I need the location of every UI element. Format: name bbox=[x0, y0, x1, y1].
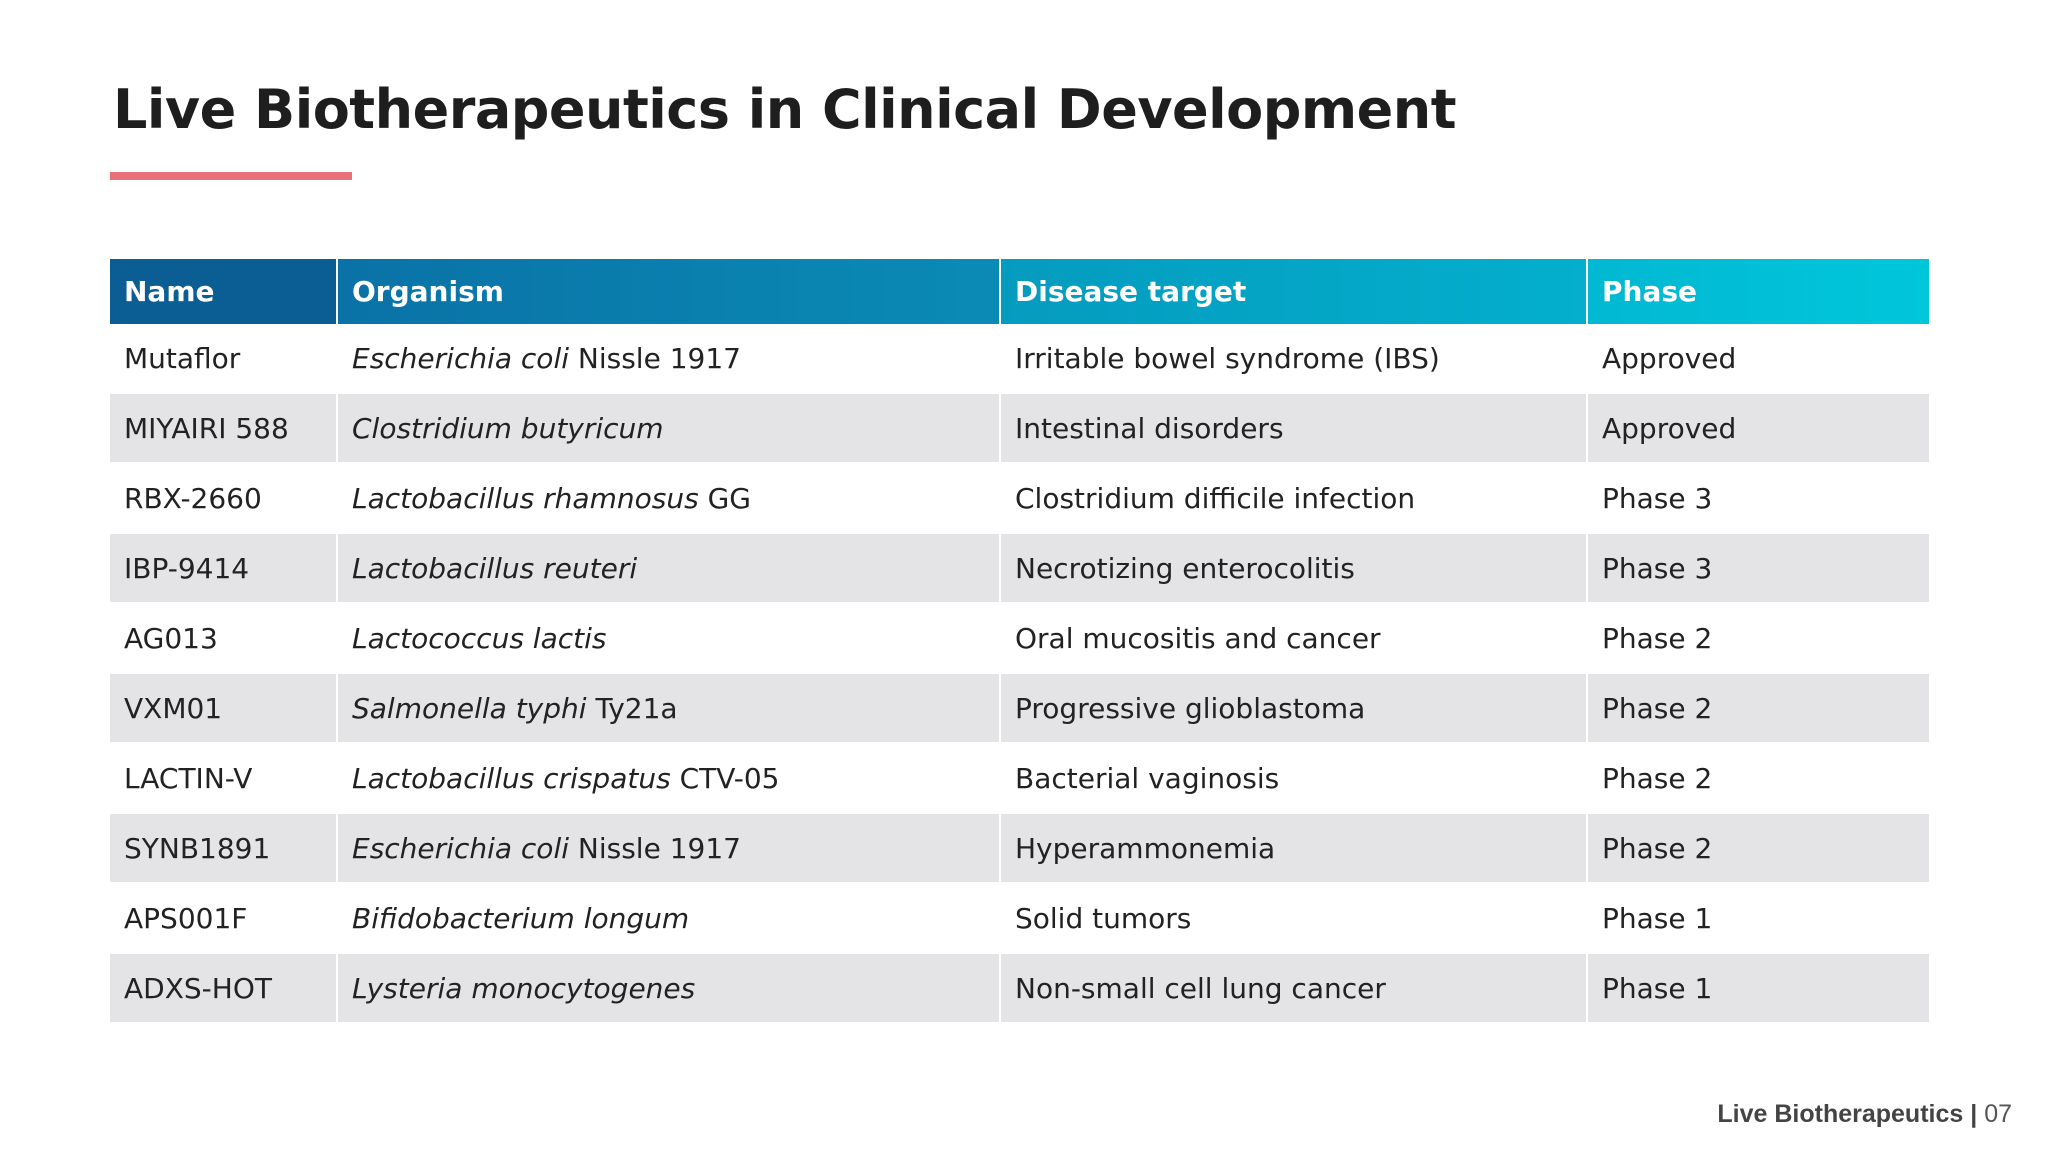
table-row: AG013 Lactococcus lactis Oral mucositis an… bbox=[110, 604, 1929, 672]
name-cell: LACTIN-V bbox=[124, 761, 253, 795]
header-row: Name Organism Disease target Phase bbox=[110, 259, 1929, 324]
organism-cell: Bifidobacterium longum bbox=[338, 884, 999, 952]
phase-cell: Approved bbox=[1602, 341, 1737, 375]
table-row: LACTIN-V Lactobacillus crispatus CTV-05 Ba… bbox=[110, 744, 1929, 812]
slide-title: Live Biotherapeutics in Clinical Develop… bbox=[113, 78, 1457, 141]
strain: CTV-05 bbox=[679, 761, 780, 795]
strain: GG bbox=[707, 481, 751, 515]
name-cell: AG013 bbox=[124, 621, 218, 655]
column-header: Disease target bbox=[1001, 259, 1586, 324]
strain: Nissle 1917 bbox=[577, 341, 741, 375]
organism-cell: Clostridium butyricum bbox=[338, 392, 999, 464]
name-cell: IBP-9414 bbox=[110, 532, 336, 604]
species: Escherichia coli bbox=[352, 341, 569, 375]
target-cell: Oral mucositis and cancer bbox=[1015, 621, 1381, 655]
phase-cell: Phase 2 bbox=[1588, 812, 1929, 884]
name-cell: ADXS-HOT bbox=[110, 952, 336, 1024]
column-header: Phase bbox=[1588, 259, 1929, 324]
species: Clostridium butyricum bbox=[352, 411, 664, 445]
organism-cell: Escherichia coli Nissle 1917 bbox=[338, 324, 999, 392]
organism-cell: Lactobacillus reuteri bbox=[338, 532, 999, 604]
phase-cell: Phase 3 bbox=[1588, 532, 1929, 604]
target-cell: Necrotizing enterocolitis bbox=[1001, 532, 1586, 604]
organism-cell: Salmonella typhi Ty21a bbox=[338, 672, 999, 744]
target-cell: Progressive glioblastoma bbox=[1001, 672, 1586, 744]
species: Salmonella typhi bbox=[352, 691, 587, 725]
name-cell: MIYAIRI 588 bbox=[110, 392, 336, 464]
column-header: Organism bbox=[338, 259, 999, 324]
strain: Nissle 1917 bbox=[577, 831, 741, 865]
phase-cell: Phase 2 bbox=[1588, 672, 1929, 744]
title-underline bbox=[110, 172, 352, 180]
name-cell: RBX-2660 bbox=[124, 481, 262, 515]
table-row: IBP-9414 Lactobacillus reuteri Necrotizing… bbox=[110, 532, 1929, 604]
name-cell: Mutaflor bbox=[124, 341, 241, 375]
species: Lactobacillus crispatus bbox=[352, 761, 671, 795]
target-cell: Intestinal disorders bbox=[1001, 392, 1586, 464]
table-row: SYNB1891 Escherichia coli Nissle 1917 Hype… bbox=[110, 812, 1929, 884]
table-body: Mutaflor Escherichia coli Nissle 1917 Irri… bbox=[110, 324, 1929, 1024]
phase-cell: Phase 1 bbox=[1588, 952, 1929, 1024]
column-header: Name bbox=[110, 259, 336, 324]
name-cell: APS001F bbox=[124, 901, 248, 935]
table-row: Mutaflor Escherichia coli Nissle 1917 Irri… bbox=[110, 324, 1929, 392]
species: Lactobacillus reuteri bbox=[352, 551, 638, 585]
table-row: RBX-2660 Lactobacillus rhamnosus GG Clostr… bbox=[110, 464, 1929, 532]
organism-cell: Lactobacillus crispatus CTV-05 bbox=[338, 744, 999, 812]
phase-cell: Phase 3 bbox=[1602, 481, 1713, 515]
phase-cell: Phase 2 bbox=[1602, 621, 1713, 655]
species: Lactobacillus rhamnosus bbox=[352, 481, 699, 515]
phase-cell: Approved bbox=[1588, 392, 1929, 464]
organism-cell: Escherichia coli Nissle 1917 bbox=[338, 812, 999, 884]
strain: Ty21a bbox=[595, 691, 678, 725]
name-cell: SYNB1891 bbox=[110, 812, 336, 884]
footer-title: Live Biotherapeutics bbox=[1717, 1100, 1964, 1128]
phase-cell: Phase 1 bbox=[1602, 901, 1713, 935]
species: Lactococcus lactis bbox=[352, 621, 607, 655]
species: Lysteria monocytogenes bbox=[352, 971, 696, 1005]
table-row: VXM01 Salmonella typhi Ty21a Progressive g… bbox=[110, 672, 1929, 744]
organism-cell: Lactococcus lactis bbox=[338, 604, 999, 672]
table-row: ADXS-HOT Lysteria monocytogenes Non-small … bbox=[110, 952, 1929, 1024]
organism-cell: Lactobacillus rhamnosus GG bbox=[338, 464, 999, 532]
target-cell: Non-small cell lung cancer bbox=[1001, 952, 1586, 1024]
species: Bifidobacterium longum bbox=[352, 901, 690, 935]
name-cell: VXM01 bbox=[110, 672, 336, 744]
target-cell: Irritable bowel syndrome (IBS) bbox=[1015, 341, 1440, 375]
target-cell: Clostridium difficile infection bbox=[1015, 481, 1416, 515]
target-cell: Hyperammonemia bbox=[1001, 812, 1586, 884]
table-row: APS001F Bifidobacterium longum Solid tumor… bbox=[110, 884, 1929, 952]
table-row: MIYAIRI 588 Clostridium butyricum Intestin… bbox=[110, 392, 1929, 464]
footer-separator: | bbox=[1970, 1100, 1978, 1128]
page-number: 07 bbox=[1984, 1100, 2012, 1128]
target-cell: Solid tumors bbox=[1015, 901, 1192, 935]
species: Escherichia coli bbox=[352, 831, 569, 865]
phase-cell: Phase 2 bbox=[1602, 761, 1713, 795]
organism-cell: Lysteria monocytogenes bbox=[338, 952, 999, 1024]
data-table: Name Organism Disease target Phase Mutaflor… bbox=[108, 259, 1931, 1024]
target-cell: Bacterial vaginosis bbox=[1015, 761, 1280, 795]
footer: Live Biotherapeutics | 07 bbox=[1717, 1100, 2012, 1129]
